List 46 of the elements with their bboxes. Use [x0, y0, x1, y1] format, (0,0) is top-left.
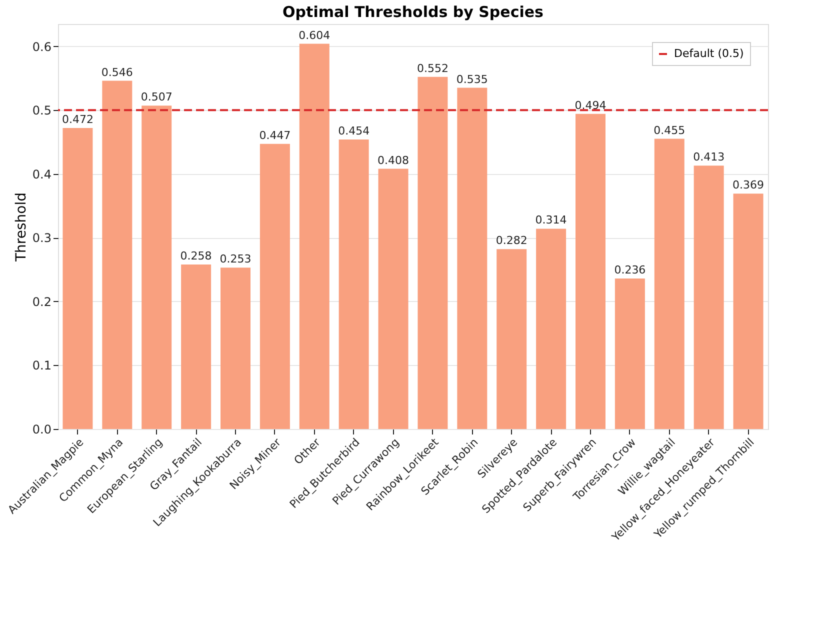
bar [181, 264, 212, 429]
bar [378, 168, 408, 429]
data-label: 0.369 [732, 178, 764, 192]
bar [694, 166, 724, 429]
bar [654, 138, 684, 429]
bar [220, 268, 250, 429]
data-label: 0.258 [180, 249, 212, 262]
data-label: 0.494 [574, 98, 606, 112]
y-tick-label: 0.6 [32, 40, 52, 54]
y-tick-label: 0.0 [32, 422, 52, 436]
y-tick-label: 0.1 [32, 358, 52, 373]
bar [614, 278, 645, 429]
legend-label: Default (0.5) [674, 47, 744, 60]
y-tick-label: 0.2 [32, 294, 52, 309]
bar [142, 106, 172, 429]
bar [418, 76, 448, 429]
data-label: 0.454 [338, 124, 370, 138]
data-label: 0.552 [416, 62, 448, 75]
bar [62, 128, 93, 429]
data-label: 0.455 [654, 124, 686, 137]
y-tick-label: 0.3 [32, 231, 52, 246]
data-label: 0.546 [101, 66, 133, 79]
bar [536, 228, 566, 429]
y-axis-title: Threshold [13, 192, 30, 262]
data-label: 0.408 [378, 154, 410, 167]
bar [576, 114, 606, 429]
y-tick-label: 0.4 [32, 167, 52, 182]
bar [457, 88, 488, 429]
data-label: 0.535 [456, 72, 488, 86]
data-label: 0.314 [535, 214, 567, 227]
data-label: 0.236 [614, 263, 646, 276]
data-label: 0.282 [496, 234, 528, 248]
bar [733, 194, 764, 429]
data-label: 0.472 [62, 112, 94, 126]
bar [496, 249, 527, 429]
chart-title: Optimal Thresholds by Species [282, 3, 544, 21]
bar [338, 139, 369, 429]
bar [260, 144, 290, 429]
bar [299, 44, 330, 429]
data-label: 0.447 [259, 128, 291, 142]
data-label: 0.253 [220, 252, 252, 266]
y-tick-label: 0.5 [32, 104, 52, 118]
bar [102, 80, 132, 429]
data-label: 0.413 [693, 150, 725, 164]
data-label: 0.507 [140, 90, 172, 104]
data-label: 0.604 [298, 28, 330, 42]
